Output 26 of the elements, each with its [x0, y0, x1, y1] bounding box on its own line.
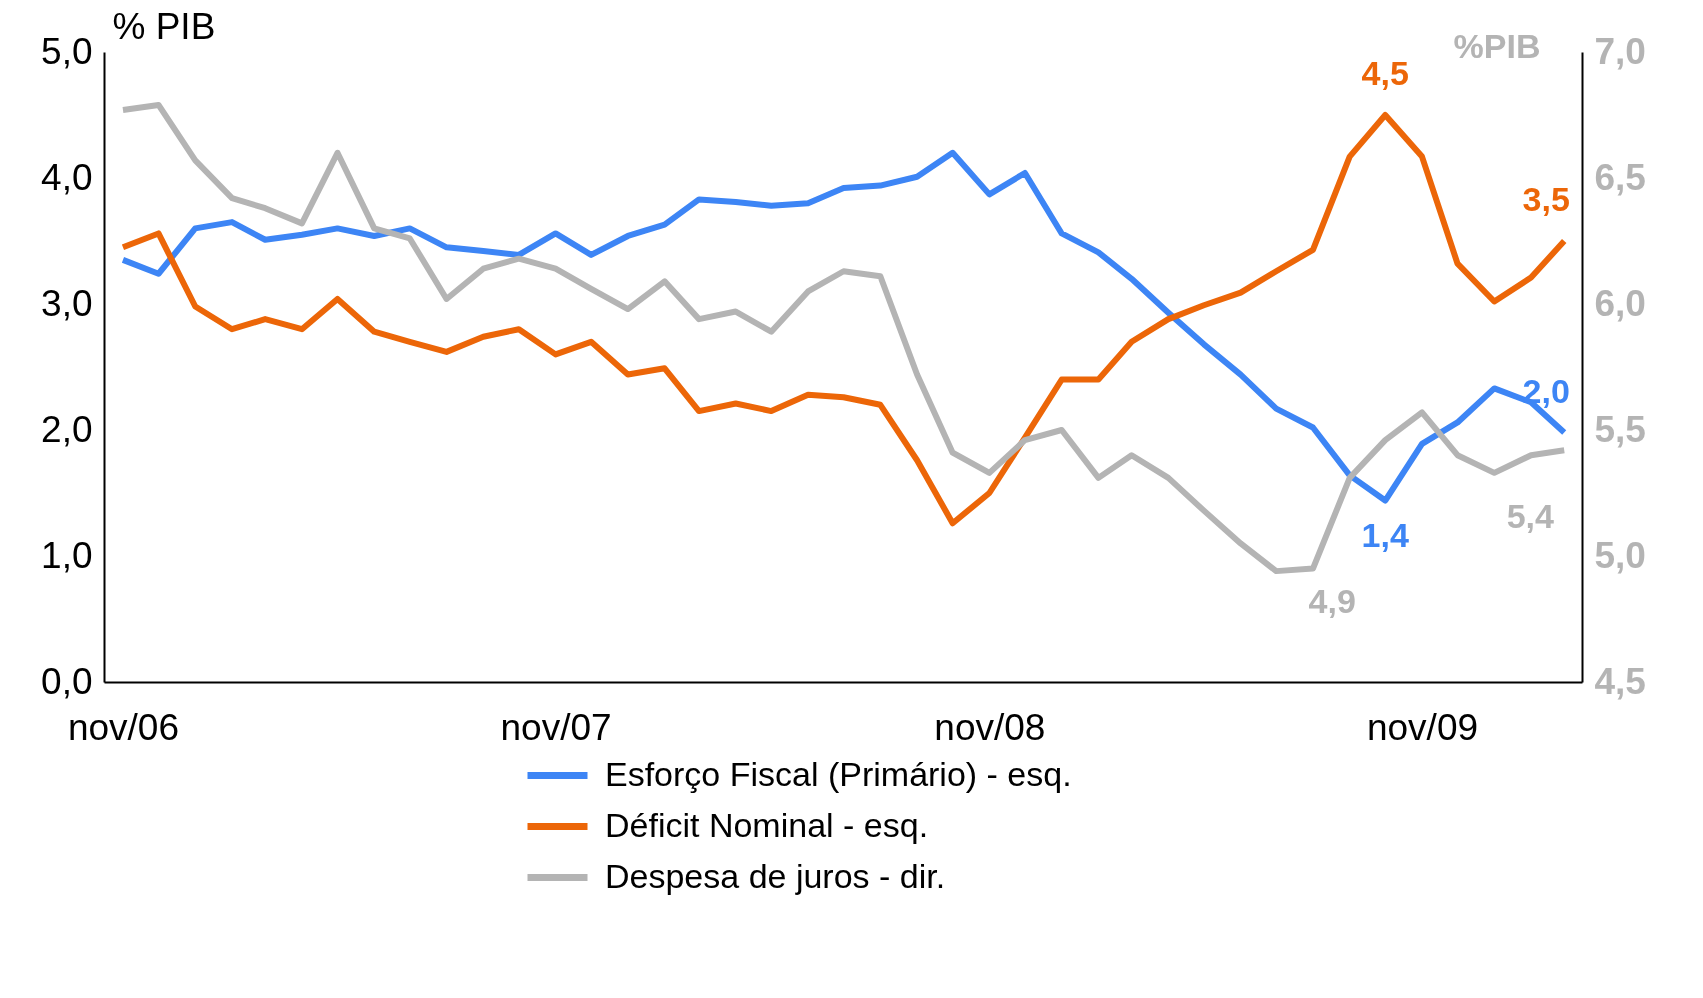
y2-tick-label: 6,0 [1594, 282, 1646, 324]
annotation: 1,4 [1361, 515, 1409, 554]
y2-axis-title: %PIB [1453, 26, 1541, 65]
legend-label: Esforço Fiscal (Primário) - esq. [605, 754, 1072, 793]
annotation: 4,5 [1361, 54, 1409, 92]
annotation: 3,5 [1522, 180, 1570, 218]
x-tick-label: nov/06 [67, 706, 180, 748]
y-axis-title: % PIB [112, 5, 216, 47]
x-tick-label: nov/08 [934, 706, 1046, 748]
legend-label: Despesa de juros - dir. [605, 856, 946, 895]
x-tick-label: nov/09 [1366, 706, 1479, 748]
y2-tick-label: 5,0 [1594, 534, 1646, 576]
y-tick-label: 5,0 [41, 30, 93, 72]
y-tick-label: 1,0 [41, 534, 93, 576]
y-tick-label: 2,0 [41, 408, 93, 450]
y-tick-label: 3,0 [41, 282, 93, 324]
y2-tick-label: 5,5 [1594, 408, 1646, 450]
y2-tick-label: 7,0 [1594, 30, 1646, 72]
y-tick-label: 0,0 [41, 660, 93, 702]
x-tick-label: nov/07 [500, 706, 612, 748]
y-tick-label: 4,0 [41, 156, 93, 198]
annotation: 5,4 [1506, 497, 1554, 536]
legend-label: Déficit Nominal - esq. [605, 805, 929, 844]
annotation: 4,9 [1308, 582, 1356, 621]
y2-tick-label: 4,5 [1594, 660, 1646, 702]
y2-tick-label: 6,5 [1594, 156, 1646, 198]
